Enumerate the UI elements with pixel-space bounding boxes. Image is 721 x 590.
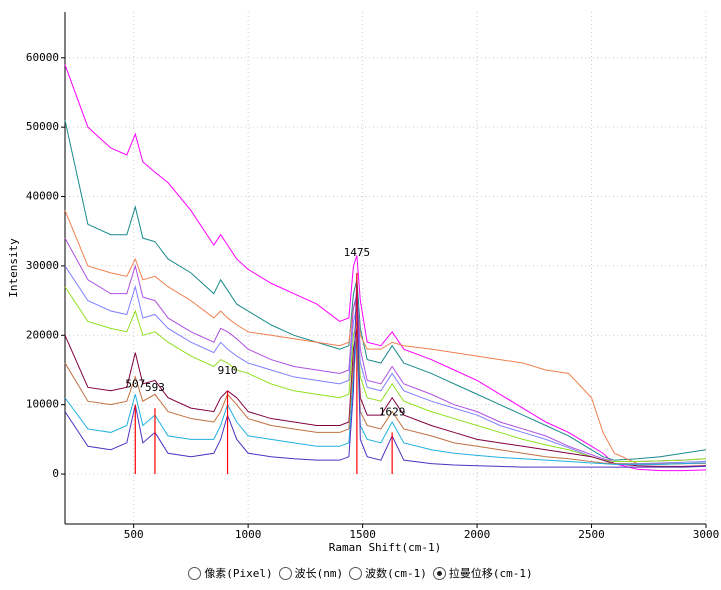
spectrum-line bbox=[64, 335, 707, 465]
spectrum-line bbox=[64, 64, 707, 472]
peak-label: 1629 bbox=[379, 405, 406, 418]
y-axis-label: Intensity bbox=[7, 238, 20, 298]
peak-label: 593 bbox=[145, 381, 165, 394]
spectrum-line bbox=[64, 237, 707, 463]
radio-option[interactable]: 波长(nm) bbox=[278, 565, 344, 581]
x-tick-label: 500 bbox=[124, 528, 144, 541]
y-tick-label: 40000 bbox=[26, 190, 59, 203]
radio-label: 波数(cm-1) bbox=[365, 567, 427, 580]
spectrum-line bbox=[64, 210, 706, 465]
x-tick-label: 3000 bbox=[693, 528, 720, 541]
radio-button[interactable] bbox=[278, 566, 292, 580]
y-tick-label: 0 bbox=[52, 467, 59, 480]
y-tick-label: 10000 bbox=[26, 398, 59, 411]
x-tick-label: 2000 bbox=[464, 528, 491, 541]
peak-label: 1475 bbox=[344, 246, 371, 259]
radio-option[interactable]: 拉曼位移(cm-1) bbox=[432, 565, 533, 581]
peak-label: 910 bbox=[218, 364, 238, 377]
spectrum-line bbox=[64, 272, 707, 468]
radio-label: 波长(nm) bbox=[294, 567, 344, 580]
y-tick-label: 60000 bbox=[26, 51, 59, 64]
peak-label: 507 bbox=[125, 378, 145, 391]
chart: Raman Shift(cm-1) Intensity 0 10000 20000 3… bbox=[7, 12, 720, 554]
x-axis-label: Raman Shift(cm-1) bbox=[329, 541, 442, 554]
radio-option[interactable]: 波数(cm-1) bbox=[349, 565, 427, 581]
spectrum-line bbox=[64, 265, 707, 465]
y-tick-label: 30000 bbox=[26, 259, 59, 272]
x-tick-label: 1000 bbox=[235, 528, 262, 541]
y-tick-label: 50000 bbox=[26, 120, 59, 133]
radio-label: 拉曼位移(cm-1) bbox=[448, 567, 533, 580]
radio-button[interactable] bbox=[349, 566, 363, 580]
x-tick-label: 1500 bbox=[349, 528, 376, 541]
spectrum-line bbox=[64, 120, 707, 461]
radio-button[interactable] bbox=[432, 566, 446, 580]
radio-button[interactable] bbox=[188, 566, 202, 580]
radio-option[interactable]: 像素(Pixel) bbox=[188, 565, 273, 581]
radio-label: 像素(Pixel) bbox=[204, 567, 273, 580]
spectrum-line bbox=[64, 335, 707, 465]
x-unit-options: 像素(Pixel) 波长(nm) 波数(cm-1) 拉曼位移(cm-1) bbox=[0, 565, 721, 581]
y-tick-label: 20000 bbox=[26, 328, 59, 341]
x-tick-label: 2500 bbox=[578, 528, 605, 541]
